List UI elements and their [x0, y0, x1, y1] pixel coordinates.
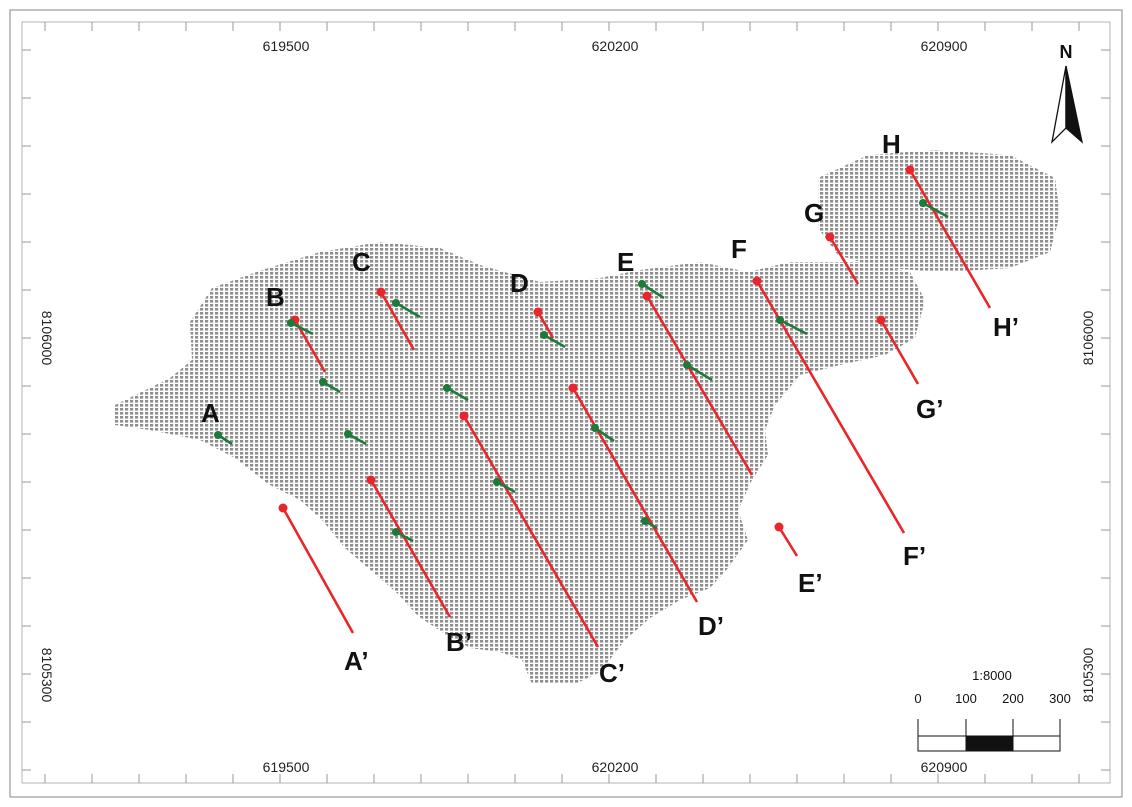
- section-start-marker-b: [366, 475, 376, 485]
- section-label-a-end: A’: [344, 646, 369, 676]
- scale-ratio: 1:8000: [972, 668, 1012, 683]
- drillhole: [776, 316, 808, 336]
- coord-right-y-1: 8106000: [1080, 311, 1096, 366]
- block-model-main: [115, 242, 925, 684]
- north-arrow: N: [1050, 42, 1084, 144]
- section-label-f-start: F: [731, 234, 747, 264]
- map-inner-frame: [21, 21, 1111, 784]
- coord-top-x-3: 620900: [921, 38, 968, 54]
- section-label-d-end: D’: [698, 611, 724, 641]
- section-label-e-start: E: [617, 247, 634, 277]
- section-start-marker-c-north: [376, 287, 386, 297]
- section-start-marker-e-south: [774, 522, 784, 532]
- drill-holes: [214, 199, 949, 543]
- drillhole: [493, 478, 516, 494]
- section-start-marker-c: [459, 411, 469, 421]
- section-label-h-start: H: [882, 129, 901, 159]
- section-line-b: [369, 479, 452, 618]
- scale-tick-100: 100: [955, 691, 977, 706]
- section-labels: A A’ B B’ C C’ D D’ E E’ F F’ G G’ H H’: [201, 129, 1019, 688]
- scale-tick-0: 0: [914, 691, 921, 706]
- scale-tick-300: 300: [1049, 691, 1071, 706]
- coord-top-x-1: 619500: [263, 38, 310, 54]
- coord-left-y-1: 8106000: [39, 311, 55, 366]
- drillhole: [392, 299, 421, 319]
- section-line-c-north: [379, 291, 416, 351]
- section-label-c-end: C’: [599, 658, 625, 688]
- drillhole: [214, 431, 233, 446]
- coord-bottom-x-3: 620900: [921, 759, 968, 775]
- section-label-b-start: B: [266, 282, 285, 312]
- section-line-g: [879, 319, 920, 385]
- section-label-h-end: H’: [993, 312, 1019, 342]
- scale-bar: 1:8000 0 100 200 300: [914, 668, 1071, 752]
- section-label-d-start: D: [510, 268, 529, 298]
- drillhole: [319, 378, 341, 394]
- section-label-g-start: G: [804, 198, 824, 228]
- section-start-marker-e: [642, 291, 652, 301]
- scale-bar-graphic: [917, 719, 1061, 752]
- drillhole: [540, 331, 566, 349]
- section-label-e-end: E’: [798, 568, 823, 598]
- north-arrow-icon: [1050, 65, 1084, 144]
- drillhole: [638, 280, 665, 300]
- drillhole: [919, 199, 949, 219]
- coord-top-x-2: 620200: [592, 38, 639, 54]
- section-line-d: [571, 387, 699, 603]
- section-line-a: [281, 507, 355, 634]
- coordinate-labels: 619500 620200 620900 619500 620200 62090…: [39, 38, 1096, 775]
- drillhole: [641, 517, 658, 530]
- section-start-marker-a: [278, 503, 288, 513]
- north-label: N: [1060, 42, 1073, 62]
- section-label-b-end: B’: [446, 627, 472, 657]
- section-line-d-north: [536, 311, 555, 339]
- scale-tick-200: 200: [1002, 691, 1024, 706]
- drillhole: [344, 430, 367, 446]
- coord-bottom-x-2: 620200: [592, 759, 639, 775]
- coord-left-y-2: 8105300: [39, 648, 55, 703]
- section-start-marker-d-north: [533, 307, 543, 317]
- drillhole: [443, 384, 469, 402]
- section-line-g-north: [828, 236, 860, 285]
- section-start-marker-f: [752, 276, 762, 286]
- section-label-c-start: C: [352, 247, 371, 277]
- section-line-h: [908, 169, 992, 309]
- coord-bottom-x-1: 619500: [263, 759, 310, 775]
- coord-right-y-2: 8105300: [1080, 648, 1096, 703]
- section-label-a-start: A: [201, 398, 220, 428]
- section-label-f-end: F’: [903, 541, 926, 571]
- section-line-e: [645, 295, 754, 476]
- section-start-marker-g: [876, 315, 886, 325]
- section-label-g-end: G’: [916, 394, 943, 424]
- section-start-marker-h: [905, 165, 915, 175]
- drillhole: [287, 319, 314, 336]
- section-start-marker-g-north: [825, 232, 835, 242]
- frame-tick-marks: [22, 22, 1110, 783]
- section-line-c: [462, 415, 600, 648]
- drillhole: [392, 528, 414, 543]
- drillhole: [683, 361, 713, 382]
- drillhole: [591, 424, 615, 443]
- section-start-marker-d: [568, 383, 578, 393]
- section-line-e-south: [777, 526, 799, 557]
